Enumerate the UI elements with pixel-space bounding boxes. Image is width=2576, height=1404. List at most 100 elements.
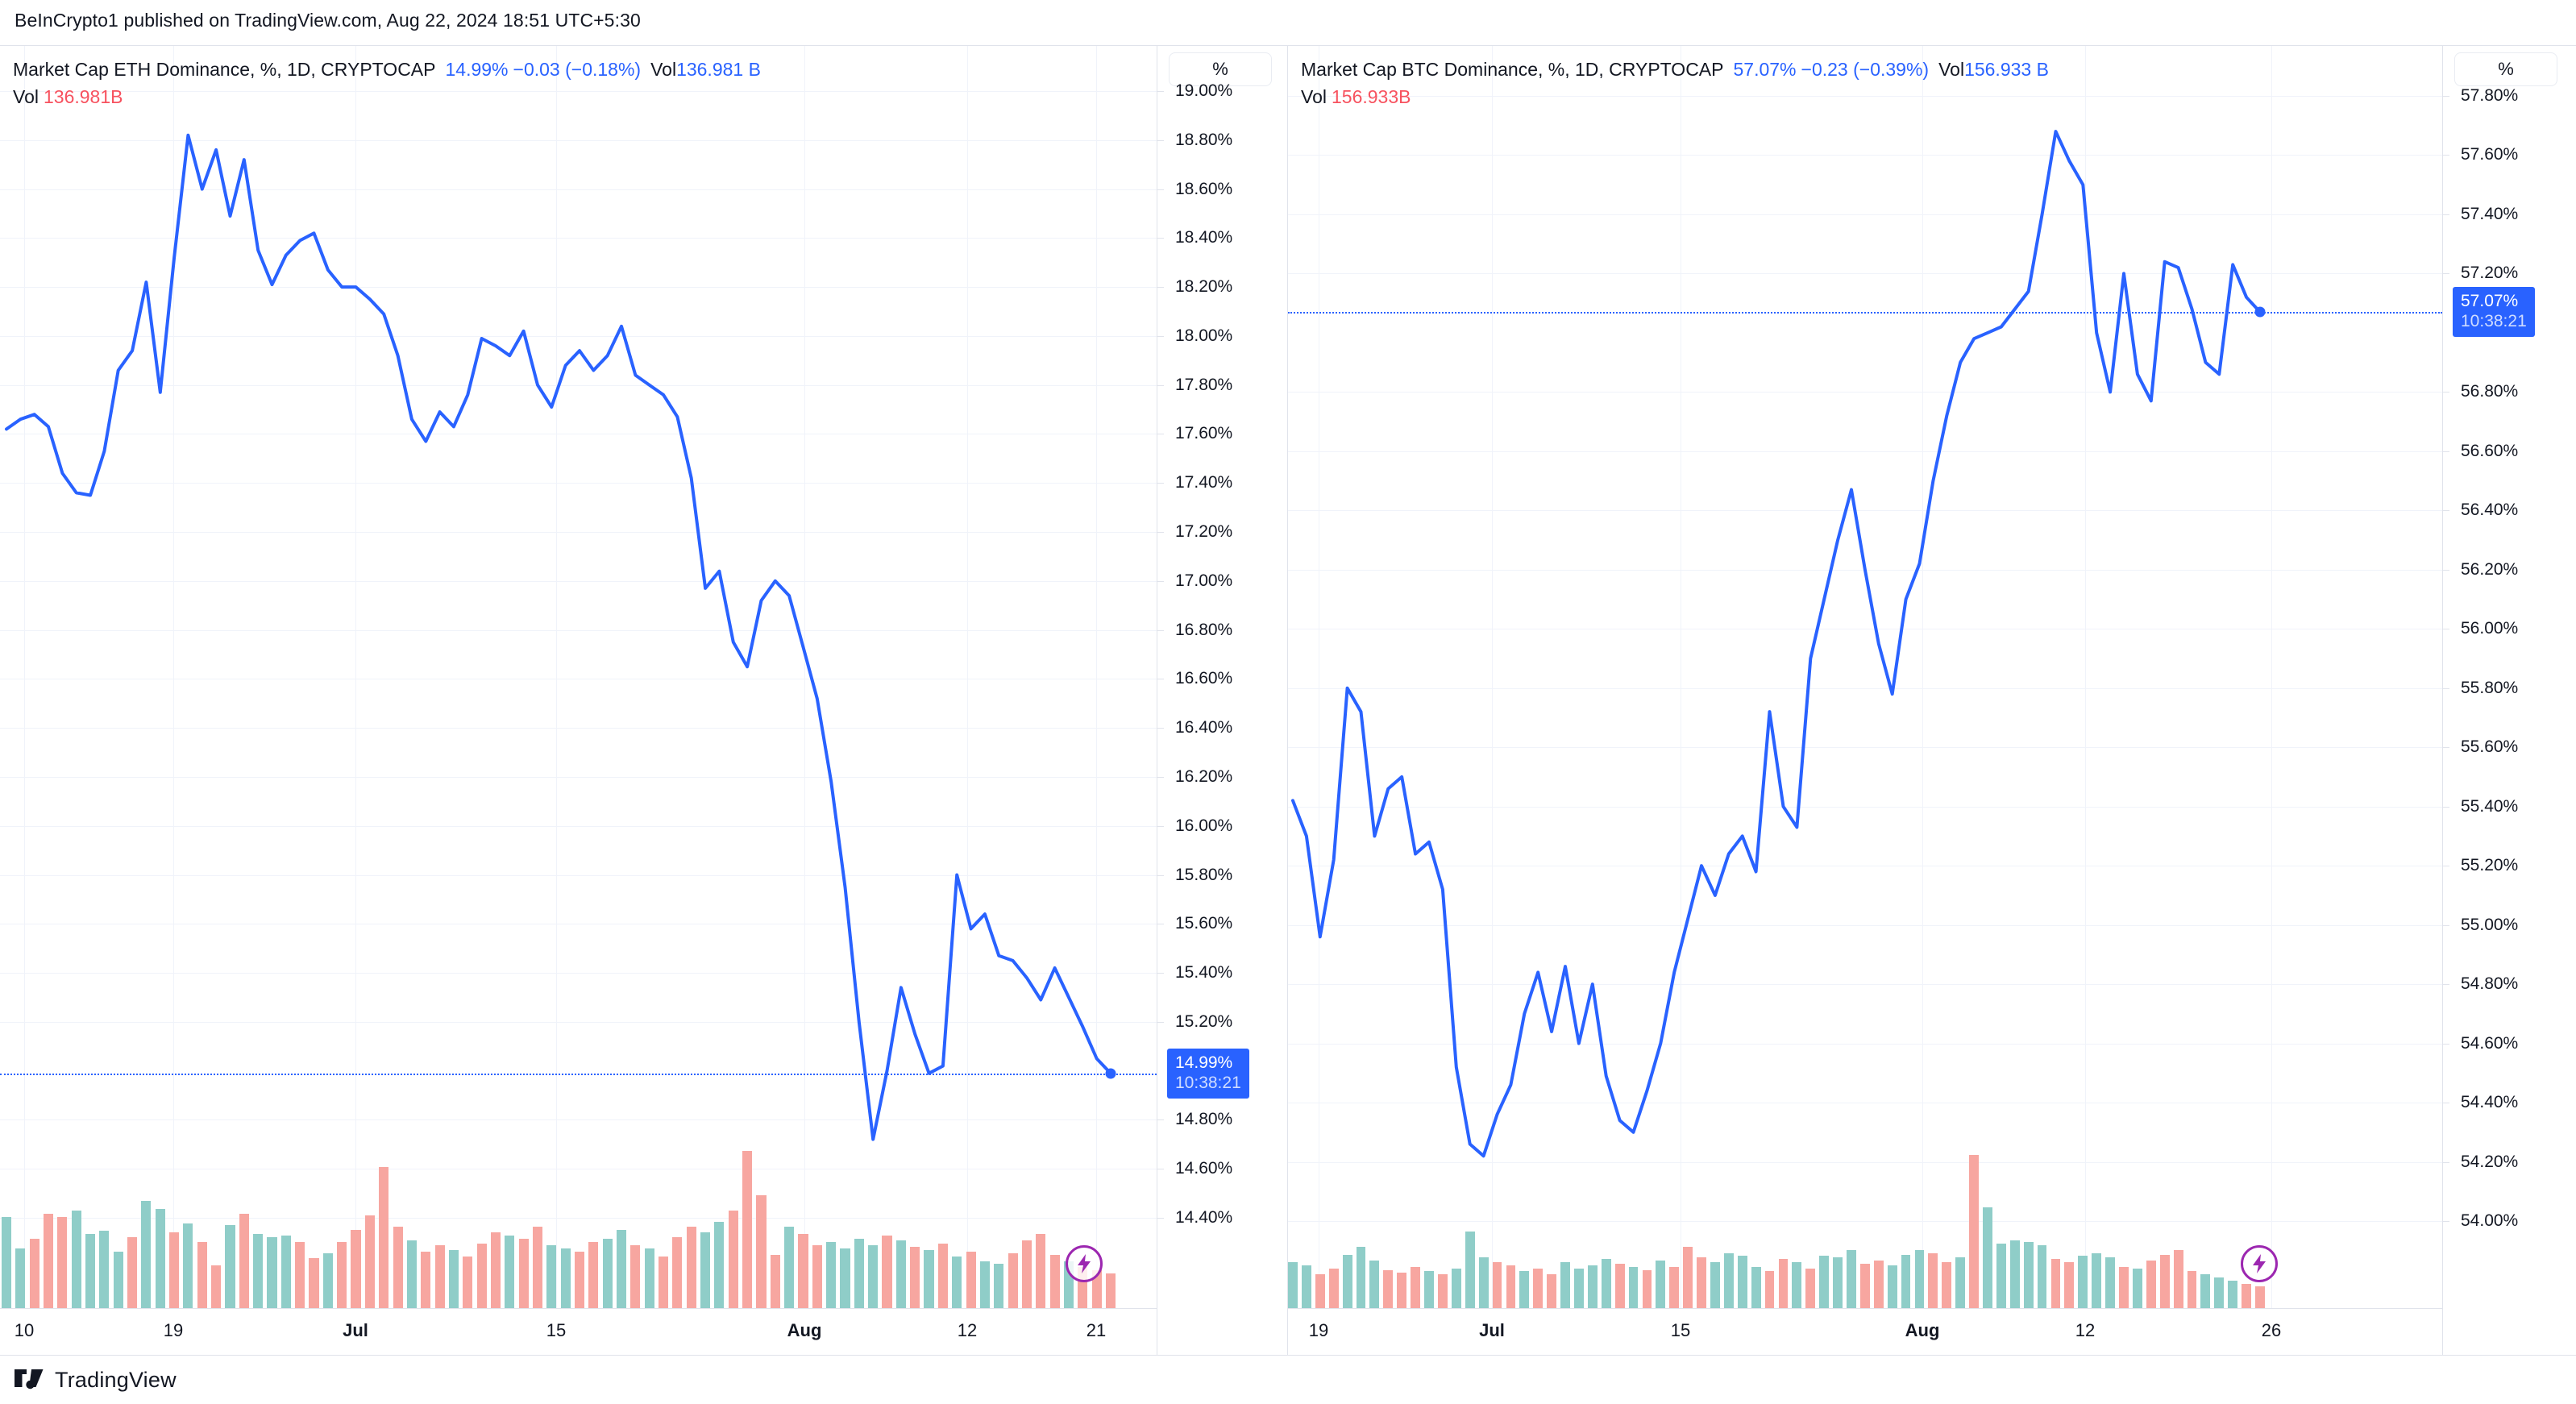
volume-bar <box>1478 1257 1489 1308</box>
volume-bar <box>1833 1257 1843 1308</box>
volume-bar <box>1887 1265 1897 1308</box>
gridline-horizontal <box>0 189 1157 190</box>
gridline-vertical <box>556 46 557 1308</box>
price-axis-label: 56.00% <box>2461 619 2519 638</box>
volume-bar <box>1805 1268 1816 1308</box>
lightning-bolt-icon[interactable] <box>1066 1245 1103 1282</box>
volume-bar <box>463 1256 473 1308</box>
plot-area-eth[interactable]: Market Cap ETH Dominance, %, 1D, CRYPTOC… <box>0 46 1157 1355</box>
unit-badge-btc[interactable]: % <box>2454 52 2557 86</box>
axis-tick <box>1157 629 1164 631</box>
volume-bar <box>854 1239 864 1308</box>
price-axis-label: 55.60% <box>2461 737 2519 757</box>
gridline-horizontal <box>0 335 1157 337</box>
gridline-horizontal <box>0 1119 1157 1121</box>
time-axis-label: 19 <box>1308 1320 1329 1340</box>
gridline-horizontal <box>1288 984 2442 986</box>
volume-bar <box>2037 1245 2047 1308</box>
price-axis-label: 57.60% <box>2461 145 2519 164</box>
volume-bar <box>1764 1271 1775 1308</box>
volume-bar <box>910 1246 920 1308</box>
axis-tick <box>1157 1021 1164 1023</box>
plot-area-btc[interactable]: Market Cap BTC Dominance, %, 1D, CRYPTOC… <box>1288 46 2442 1355</box>
volume-bar <box>686 1226 696 1308</box>
gridline-horizontal <box>1288 747 2442 749</box>
volume-bar <box>1315 1274 1325 1308</box>
tradingview-logo-text: TradingView <box>55 1367 177 1392</box>
price-axis-label: 14.40% <box>1175 1208 1233 1227</box>
price-axis-label: 54.00% <box>2461 1211 2519 1230</box>
price-axis-eth[interactable]: % 19.00% 18.80% 18.60% 18.40% 18.20% 18.00% 17… <box>1157 46 1287 1355</box>
volume-bar <box>505 1236 515 1308</box>
volume-bar <box>1519 1271 1530 1308</box>
volume-bar <box>1 1216 12 1308</box>
volume-bar <box>322 1252 333 1308</box>
time-axis-btc[interactable]: 19 Jul 15 Aug 12 26 <box>1288 1308 2442 1355</box>
volume-bars <box>1288 46 2442 1308</box>
gridline-vertical <box>2271 46 2272 1308</box>
time-axis-label: Jul <box>1479 1320 1505 1340</box>
volume-bar <box>1036 1234 1046 1308</box>
volume-bar <box>1451 1268 1461 1308</box>
price-axis-label: 16.60% <box>1175 669 1233 688</box>
gridline-horizontal <box>1288 273 2442 275</box>
volume-bar <box>1628 1266 1639 1308</box>
gridline-horizontal <box>1288 687 2442 689</box>
gridline-vertical <box>173 46 174 1308</box>
current-price-time: 10:38:21 <box>2461 312 2527 331</box>
axis-tick <box>2443 155 2449 156</box>
last-price-dot <box>2254 306 2266 318</box>
volume-bar <box>1356 1247 1366 1308</box>
price-axis-label: 14.60% <box>1175 1159 1233 1178</box>
price-axis-label: 57.40% <box>2461 204 2519 223</box>
price-axis-label: 18.80% <box>1175 130 1233 149</box>
volume-bar <box>546 1245 557 1308</box>
gridline-horizontal <box>1288 451 2442 452</box>
gridline-vertical <box>1922 46 1923 1308</box>
axis-tick <box>1157 532 1164 534</box>
chart-panel-btc[interactable]: Market Cap BTC Dominance, %, 1D, CRYPTOC… <box>1288 45 2576 1356</box>
axis-tick <box>2443 569 2449 571</box>
volume-bar <box>406 1240 417 1308</box>
volume-bar <box>560 1248 571 1308</box>
volume-bar <box>770 1254 780 1308</box>
volume-bar <box>1859 1263 1870 1308</box>
volume-bar <box>71 1211 81 1308</box>
volume-bar <box>1574 1268 1584 1308</box>
volume-bar <box>1914 1249 1925 1308</box>
volume-bar <box>518 1239 529 1308</box>
time-axis-label: 12 <box>2075 1320 2096 1340</box>
gridline-horizontal <box>0 973 1157 974</box>
volume-bar <box>141 1201 152 1308</box>
price-axis-label: 19.00% <box>1175 81 1233 100</box>
volume-bar <box>826 1242 837 1308</box>
price-axis-btc[interactable]: % 57.80% 57.60% 57.40% 57.20% 56.80% 56.60% 56… <box>2442 46 2576 1355</box>
unit-badge-eth[interactable]: % <box>1169 52 1272 86</box>
volume-bar <box>2200 1274 2211 1308</box>
gridline-horizontal <box>1288 1043 2442 1045</box>
volume-bar <box>1424 1271 1434 1308</box>
volume-bar <box>602 1239 613 1308</box>
price-axis-label: 56.60% <box>2461 441 2519 460</box>
volume-bar <box>952 1256 962 1308</box>
volume-bar <box>1996 1244 2006 1308</box>
lightning-bolt-icon[interactable] <box>2241 1245 2278 1282</box>
time-axis-eth[interactable]: 10 19 Jul 15 Aug 12 21 <box>0 1308 1157 1355</box>
gridline-horizontal <box>1288 214 2442 215</box>
price-axis-label: 54.60% <box>2461 1033 2519 1053</box>
axis-tick <box>2443 273 2449 275</box>
price-axis-label: 55.40% <box>2461 796 2519 816</box>
time-axis-label: 15 <box>546 1320 567 1340</box>
volume-bar <box>393 1226 403 1308</box>
current-price-badge[interactable]: 14.99% 10:38:21 <box>1167 1048 1249 1099</box>
gridline-horizontal <box>1288 96 2442 97</box>
current-price-badge[interactable]: 57.07% 10:38:21 <box>2453 287 2535 338</box>
volume-bar <box>476 1244 487 1308</box>
time-axis-label: 26 <box>2261 1320 2282 1340</box>
price-axis-label: 17.40% <box>1175 473 1233 492</box>
chart-panel-eth[interactable]: Market Cap ETH Dominance, %, 1D, CRYPTOC… <box>0 45 1288 1356</box>
gridline-horizontal <box>1288 1161 2442 1163</box>
volume-bar <box>169 1232 180 1308</box>
gridline-horizontal <box>1288 806 2442 808</box>
